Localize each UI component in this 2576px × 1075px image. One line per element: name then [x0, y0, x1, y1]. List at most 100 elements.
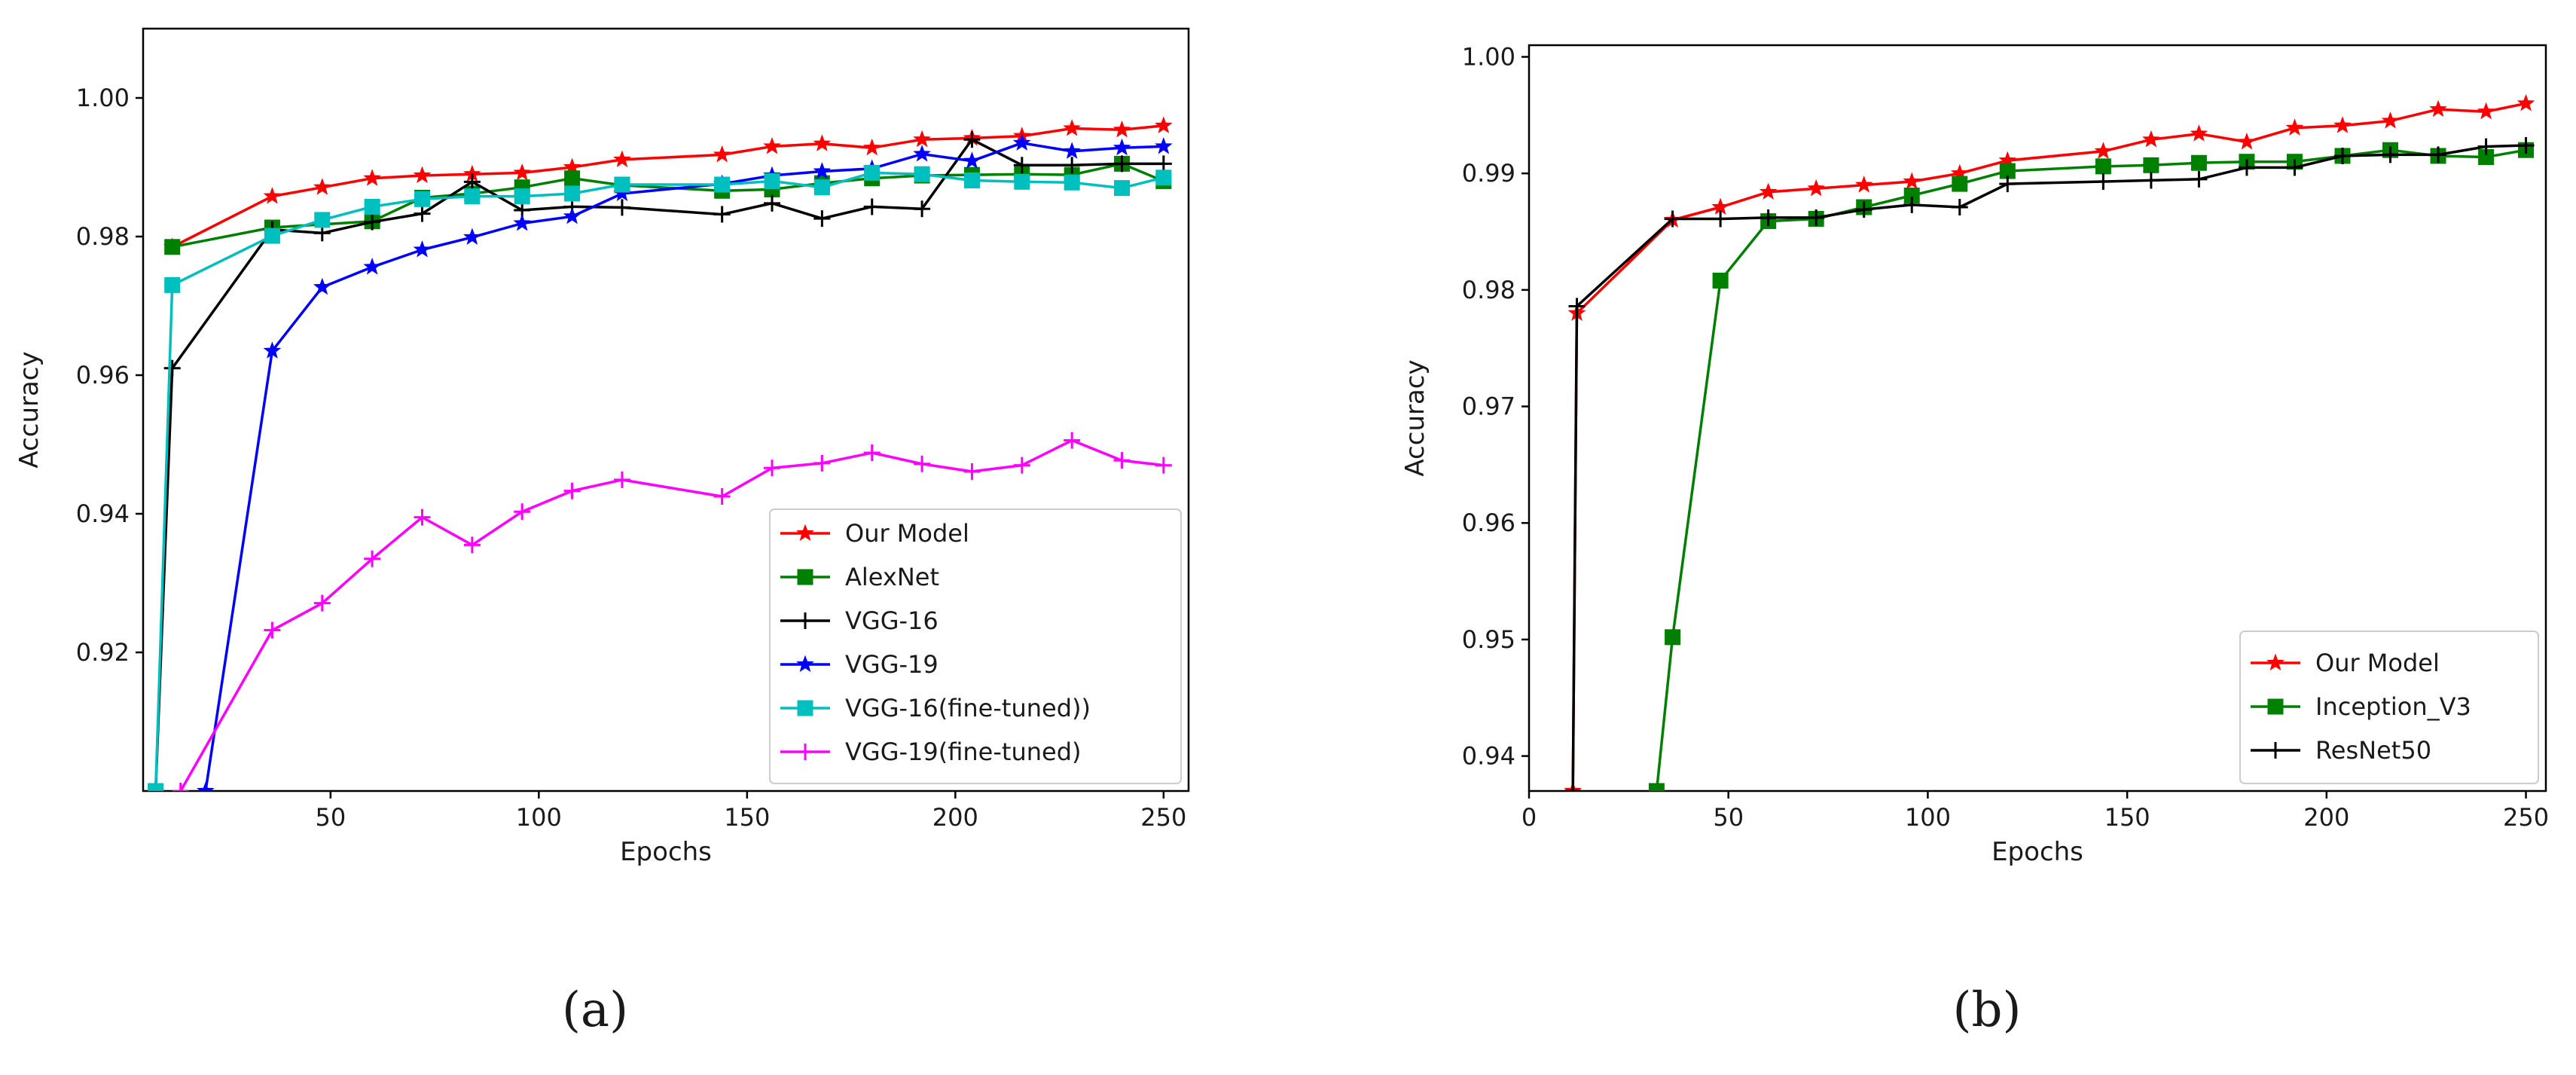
- data-point: [514, 503, 531, 521]
- y-tick-label: 0.92: [76, 638, 130, 667]
- x-tick-label: 100: [516, 803, 562, 832]
- y-tick-label: 0.96: [1462, 508, 1515, 537]
- x-tick-label: 50: [1713, 803, 1744, 832]
- data-point: [714, 176, 731, 193]
- series-resnet50: [1564, 137, 2535, 791]
- legend-label: VGG-16(fine-tuned)): [845, 694, 1091, 722]
- legend-item: AlexNet: [780, 563, 939, 591]
- panel-label: (a): [562, 982, 628, 1038]
- legend-item: ResNet50: [2251, 736, 2431, 765]
- legend-swatch-marker: [797, 700, 813, 716]
- series-vgg-19-fine-tuned: [172, 432, 1172, 791]
- data-point: [764, 173, 780, 189]
- data-point: [1952, 176, 1968, 192]
- data-point: [463, 173, 481, 191]
- data-point: [264, 621, 281, 639]
- data-point: [913, 145, 931, 162]
- data-point: [2286, 159, 2303, 176]
- data-point: [2429, 99, 2447, 118]
- data-point: [1903, 172, 1921, 190]
- data-point: [863, 444, 881, 462]
- data-point: [313, 594, 331, 612]
- data-point: [2285, 118, 2304, 136]
- data-point: [2430, 146, 2447, 163]
- data-point: [713, 488, 731, 505]
- data-point: [563, 206, 581, 224]
- data-point: [763, 136, 781, 154]
- data-point: [1063, 119, 1081, 136]
- legend-swatch-marker: [2267, 742, 2284, 759]
- data-point: [363, 169, 381, 186]
- legend-item: VGG-19: [780, 650, 939, 679]
- y-tick-label: 0.97: [1462, 392, 1515, 421]
- data-point: [1807, 179, 1825, 197]
- data-point: [263, 341, 282, 359]
- legend-swatch-marker: [2266, 653, 2285, 671]
- data-point: [2095, 173, 2112, 190]
- x-tick-label: 200: [932, 803, 978, 832]
- y-tick-label: 0.95: [1462, 625, 1515, 654]
- data-point: [564, 185, 581, 202]
- data-point: [813, 162, 832, 179]
- y-tick-label: 0.94: [1462, 742, 1515, 771]
- y-tick-label: 0.96: [76, 361, 130, 389]
- data-point: [313, 178, 331, 195]
- data-point: [413, 240, 432, 258]
- data-point: [414, 191, 431, 207]
- data-point: [414, 508, 431, 526]
- data-point: [1808, 209, 1825, 226]
- x-tick-label: 100: [1905, 803, 1951, 832]
- x-tick-label: 250: [1140, 803, 1186, 832]
- data-point: [914, 455, 931, 472]
- data-point: [1759, 182, 1778, 200]
- data-point: [363, 258, 381, 275]
- plot-area: [147, 116, 1173, 791]
- data-point: [914, 200, 931, 218]
- data-point: [813, 179, 830, 196]
- data-point: [613, 150, 631, 167]
- legend-label: Our Model: [845, 519, 969, 548]
- data-point: [414, 205, 431, 222]
- data-point: [963, 172, 980, 188]
- data-point: [314, 212, 331, 228]
- data-point: [1999, 176, 2016, 193]
- data-point: [2381, 111, 2400, 129]
- data-point: [2190, 154, 2207, 171]
- y-tick-label: 1.00: [1462, 42, 1515, 71]
- y-tick-label: 1.00: [76, 84, 130, 112]
- data-point: [963, 151, 981, 169]
- chart-panel-a: 50 100 150 200 250 0.92 0.94 0.96 0.98 1.00 Epochs…: [14, 27, 1190, 867]
- data-point: [1903, 196, 1921, 213]
- data-point: [914, 166, 930, 182]
- data-point: [413, 166, 432, 184]
- series-line: [154, 138, 1164, 791]
- data-point: [764, 194, 781, 212]
- series-line: [154, 171, 1164, 791]
- y-tick-label: 0.98: [76, 222, 130, 251]
- data-point: [1013, 457, 1030, 474]
- data-point: [614, 176, 630, 193]
- data-point: [813, 454, 831, 472]
- data-point: [2517, 137, 2535, 154]
- data-point: [1113, 138, 1131, 156]
- data-point: [1564, 783, 1582, 791]
- data-point: [713, 145, 731, 163]
- plot-area: [1564, 93, 2535, 791]
- x-axis-label: Epochs: [620, 837, 712, 867]
- data-point: [2190, 170, 2208, 188]
- data-point: [2095, 158, 2111, 175]
- legend-label: Our Model: [2315, 649, 2440, 677]
- data-point: [2516, 93, 2535, 111]
- data-point: [2142, 172, 2159, 189]
- data-point: [1712, 210, 1729, 228]
- data-point: [1951, 199, 1968, 216]
- x-axis-label: Epochs: [1992, 837, 2083, 867]
- data-point: [264, 228, 280, 244]
- panel-label: (b): [1953, 982, 2022, 1038]
- data-point: [963, 463, 981, 480]
- data-point: [1760, 209, 1777, 226]
- data-point: [1665, 629, 1681, 646]
- legend-label: VGG-19(fine-tuned): [845, 738, 1082, 766]
- data-point: [1113, 155, 1131, 173]
